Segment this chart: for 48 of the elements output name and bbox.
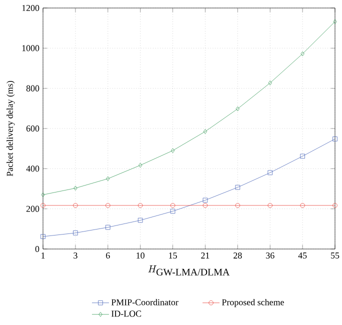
x-tick-label: 6 <box>106 252 110 259</box>
y-tick-label: 1200 <box>22 4 40 12</box>
y-tick-label: 600 <box>26 125 40 132</box>
point <box>40 234 46 239</box>
x-tick-label: 45 <box>298 252 307 259</box>
point <box>202 198 208 203</box>
point <box>106 176 110 182</box>
y-tick-label: 0 <box>35 246 40 252</box>
x-tick-label: 28 <box>234 252 242 259</box>
x-axis-title: $H_{\textrm{GW-LMA/DLMA}}$ <box>148 265 230 276</box>
point <box>138 218 143 223</box>
y-tick-label: 400 <box>26 166 40 172</box>
point <box>170 148 175 153</box>
y-tick-label: 800 <box>26 85 40 92</box>
y-tick-label: 200 <box>26 206 40 212</box>
point <box>236 106 240 112</box>
x-tick-label: 1 <box>42 252 45 258</box>
point <box>300 51 304 56</box>
y-tick-label: 1000 <box>22 45 40 52</box>
x-tick-label: 15 <box>169 252 177 259</box>
point <box>268 80 272 86</box>
point <box>235 184 240 190</box>
point <box>203 129 208 134</box>
x-tick-label: 3 <box>74 252 78 259</box>
x-tick-label: 21 <box>201 252 210 258</box>
point <box>268 203 272 208</box>
x-tick-label: 10 <box>136 252 144 259</box>
x-tick-label: 36 <box>266 252 274 259</box>
point <box>73 203 78 208</box>
point <box>235 203 240 208</box>
legend-label: PMIP-Coordinator <box>111 298 178 306</box>
point <box>300 203 305 208</box>
point <box>105 203 110 208</box>
point <box>73 230 78 236</box>
point <box>170 203 176 208</box>
point <box>138 162 142 168</box>
point <box>268 170 272 176</box>
point <box>300 154 305 159</box>
y-axis-title: Packet delivery delay (ms) <box>6 80 15 176</box>
point <box>202 203 208 208</box>
point <box>332 136 338 142</box>
x-tick-label: 55 <box>331 252 340 258</box>
point <box>170 208 176 214</box>
legend-label: ID-LOC <box>112 310 142 317</box>
point <box>74 186 78 191</box>
point <box>138 203 143 208</box>
point <box>105 224 110 230</box>
legend-label: Proposed scheme <box>222 298 284 308</box>
